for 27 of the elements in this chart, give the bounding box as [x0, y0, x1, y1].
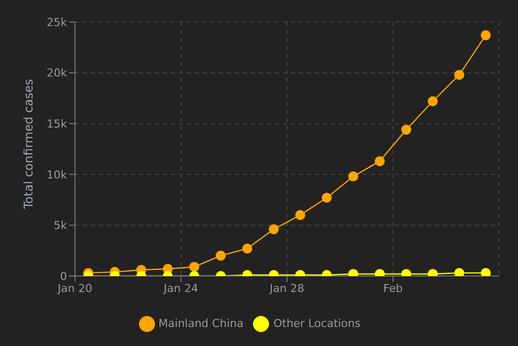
x-tick-label: Feb [383, 282, 403, 295]
point [480, 30, 491, 40]
point [480, 268, 491, 276]
point [374, 156, 385, 166]
y-tick-label: 10k [46, 168, 68, 182]
point [268, 224, 279, 234]
point [242, 244, 252, 254]
point [454, 70, 464, 80]
point [401, 124, 412, 135]
legend-label: Other Locations [273, 317, 360, 330]
x-tick-label: Jan 24 [162, 282, 198, 295]
y-tick-label: 0 [60, 270, 67, 283]
point [454, 268, 464, 276]
y-tick-label: 5k [54, 219, 68, 232]
legend-label: Mainland China [158, 317, 244, 330]
point [322, 192, 332, 203]
point [428, 96, 438, 106]
point [295, 210, 306, 220]
y-tick-label: 25k [46, 16, 68, 29]
point [189, 262, 200, 272]
y-axis-title: Total confirmed cases [21, 78, 36, 210]
point [216, 250, 226, 261]
y-tick-label: 20k [46, 66, 68, 80]
x-tick-label: Jan 28 [268, 282, 304, 295]
y-tick-label: 15k [46, 118, 68, 131]
x-tick-label: Jan 20 [56, 282, 92, 295]
point [348, 171, 358, 182]
